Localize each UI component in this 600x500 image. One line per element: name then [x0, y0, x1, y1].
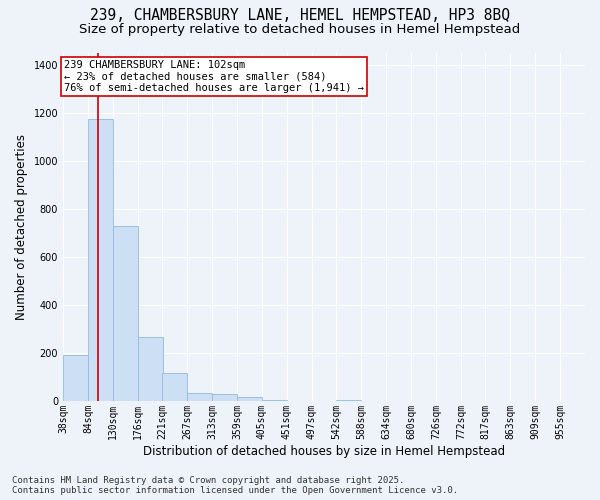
Bar	[262, 400, 287, 401]
Text: Size of property relative to detached houses in Hemel Hempstead: Size of property relative to detached ho…	[79, 22, 521, 36]
Text: Contains HM Land Registry data © Crown copyright and database right 2025.
Contai: Contains HM Land Registry data © Crown c…	[12, 476, 458, 495]
Bar	[162, 374, 187, 401]
Bar	[187, 392, 212, 401]
Bar	[336, 400, 361, 401]
Y-axis label: Number of detached properties: Number of detached properties	[15, 134, 28, 320]
Bar	[212, 394, 237, 401]
X-axis label: Distribution of detached houses by size in Hemel Hempstead: Distribution of detached houses by size …	[143, 444, 505, 458]
Bar	[113, 226, 138, 401]
Text: 239 CHAMBERSBURY LANE: 102sqm
← 23% of detached houses are smaller (584)
76% of : 239 CHAMBERSBURY LANE: 102sqm ← 23% of d…	[64, 60, 364, 93]
Bar	[237, 398, 262, 401]
Bar	[63, 356, 88, 401]
Bar	[138, 337, 163, 401]
Bar	[88, 118, 113, 401]
Text: 239, CHAMBERSBURY LANE, HEMEL HEMPSTEAD, HP3 8BQ: 239, CHAMBERSBURY LANE, HEMEL HEMPSTEAD,…	[90, 8, 510, 22]
